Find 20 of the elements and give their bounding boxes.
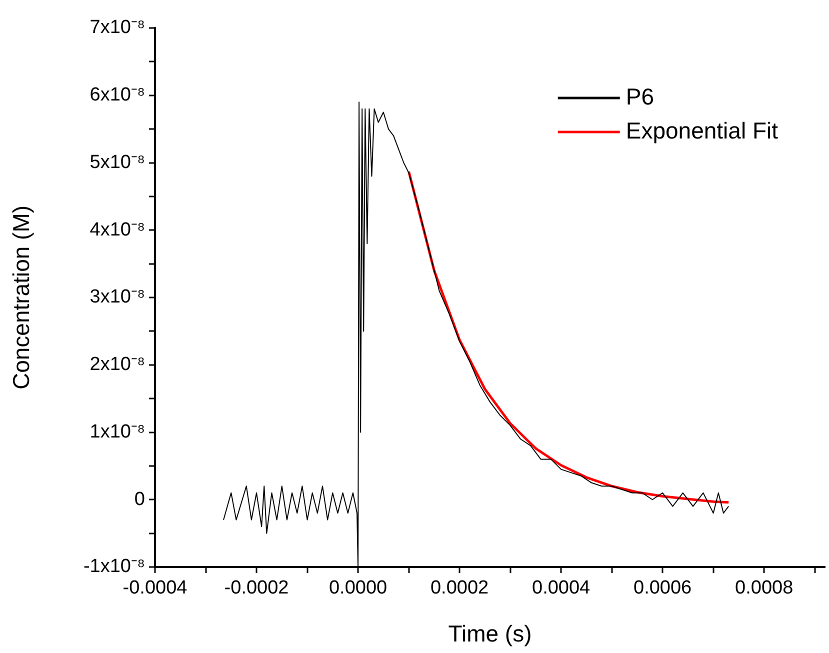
x-tick-label: 0.0004 [532, 578, 591, 599]
y-tick-label: 5x10⁻⁸ [90, 152, 145, 173]
y-tick-label: 0 [134, 488, 145, 510]
y-tick-label: -1x10⁻⁸ [83, 556, 145, 578]
x-tick-label: -0.0004 [122, 578, 188, 599]
y-tick-label: 7x10⁻⁸ [90, 17, 145, 38]
y-tick-label: 3x10⁻⁸ [90, 286, 145, 308]
x-tick-label: -0.0002 [224, 578, 289, 599]
y-axis-title: Concentration (M) [8, 205, 34, 390]
x-axis-title: Time (s) [448, 620, 532, 647]
x-tick-label: 0.0006 [634, 578, 692, 599]
legend-label: Exponential Fit [626, 117, 779, 144]
x-tick-label: 0.0000 [328, 578, 388, 599]
y-tick-label: 6x10⁻⁸ [90, 84, 145, 106]
x-tick-label: 0.0002 [430, 578, 489, 599]
y-tick-label: 2x10⁻⁸ [90, 354, 145, 376]
y-tick-label: 1x10⁻⁸ [90, 421, 145, 442]
legend-label: P6 [626, 83, 654, 110]
x-tick-label: 0.0008 [735, 578, 794, 599]
y-tick-label: 4x10⁻⁸ [90, 219, 145, 240]
